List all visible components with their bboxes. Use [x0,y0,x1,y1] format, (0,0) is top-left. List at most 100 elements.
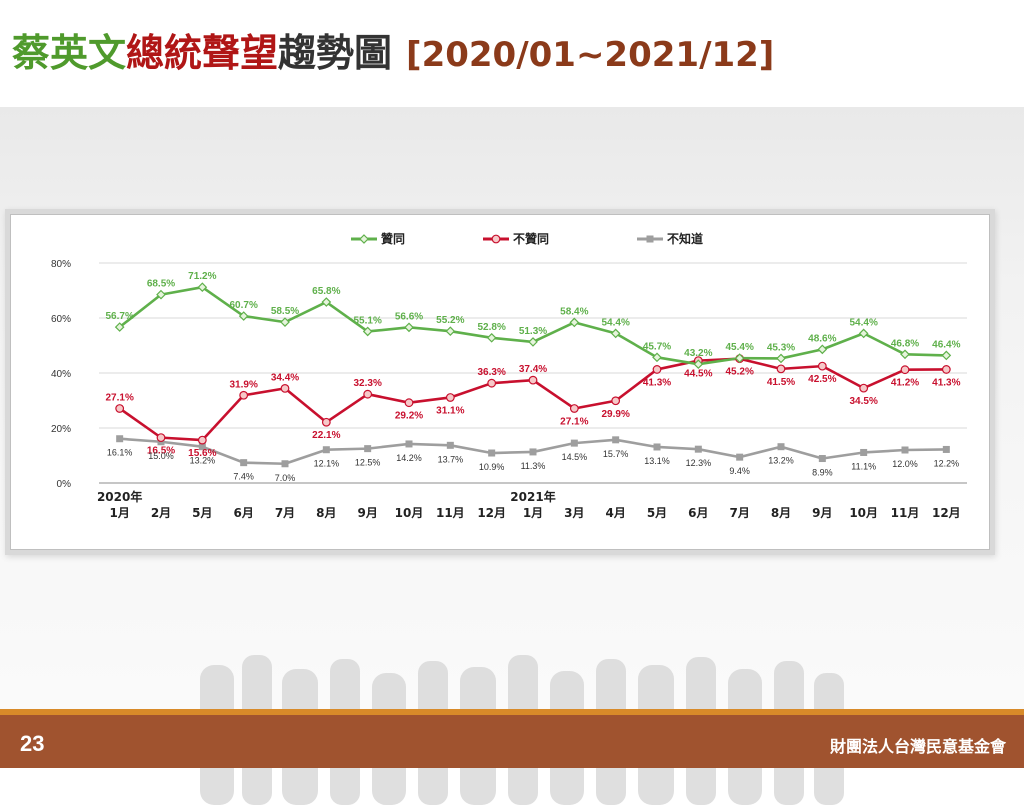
data-point [777,443,785,451]
data-label: 16.5% [147,446,175,457]
data-point [238,311,249,321]
data-label: 9.4% [729,466,750,476]
data-point [776,364,786,374]
data-label: 27.1% [105,392,133,403]
legend-label: 不贊同 [513,231,549,246]
data-point [528,337,538,347]
data-label: 31.9% [229,379,257,390]
data-label: 15.6% [188,448,216,459]
data-point [156,433,166,443]
data-label: 31.1% [436,405,464,416]
legend-label: 贊同 [381,231,405,246]
data-label: 41.3% [932,377,960,388]
data-point [486,332,497,343]
data-label: 14.2% [396,453,422,463]
x-tick-label: 2月 [151,506,171,520]
data-point [611,396,621,406]
data-point [569,317,580,328]
data-label: 12.5% [355,458,381,468]
data-label: 45.2% [725,367,753,378]
x-tick-label: 9月 [812,506,832,520]
x-tick-label: 5月 [647,506,667,520]
data-point [445,393,455,402]
data-point [197,282,208,293]
x-tick-label: 10月 [849,506,878,520]
x-tick-label: 2020年 1月 [97,489,142,520]
data-point [942,445,950,453]
data-label: 7.4% [233,472,254,482]
data-point [487,378,497,388]
page-number: 23 [20,731,45,756]
data-point [900,349,910,360]
data-point [405,440,413,448]
data-label: 55.1% [353,315,381,326]
data-point [115,404,125,413]
data-point [321,417,331,427]
data-point [653,443,661,451]
data-point [570,439,578,447]
data-point [818,455,826,463]
data-point [114,322,125,332]
data-label: 56.6% [395,311,423,322]
data-point [528,375,538,385]
data-point [280,383,290,393]
data-label: 13.7% [438,454,464,464]
data-label: 60.7% [229,300,257,311]
x-tick-label: 5月 [192,506,212,520]
data-point [900,365,910,375]
data-label: 44.5% [684,369,712,380]
slide-title: 蔡英文總統聲望趨勢圖 [2020/01~2021/12] [12,22,774,92]
legend-label: 不知道 [667,231,703,246]
data-label: 8.9% [812,468,833,478]
data-label: 29.2% [395,411,423,422]
data-point [362,326,373,337]
x-tick-label: 6月 [688,506,708,520]
data-label: 12.3% [686,458,712,468]
data-point [156,289,166,300]
data-point [652,352,662,363]
data-label: 36.3% [477,367,505,378]
footer-bar: 23 財團法人台灣民意基金會 [0,709,1024,768]
data-point [901,446,909,454]
data-label: 58.4% [560,306,588,317]
data-point [197,435,207,445]
x-tick-label: 12月 [932,506,961,520]
x-tick-label: 3月 [564,506,584,520]
data-label: 16.1% [107,448,133,458]
data-label: 34.4% [271,372,299,383]
data-label: 45.7% [643,341,671,352]
data-label: 65.8% [312,286,340,297]
data-label: 11.3% [521,461,546,471]
legend-marker [359,234,369,244]
data-label: 15.7% [603,449,629,459]
data-label: 41.2% [891,378,919,389]
title-trend-chart: 趨勢圖 [278,31,393,75]
data-label: 7.0% [275,473,296,483]
data-label: 56.7% [105,311,133,322]
data-label: 68.5% [147,279,175,290]
x-tick-label: 11月 [891,506,920,520]
data-point [363,389,373,399]
x-tick-label: 12月 [477,506,506,520]
data-point [198,443,206,451]
title-president-name: 蔡英文 [12,31,127,75]
data-label: 43.2% [684,348,712,359]
x-tick-label: 4月 [605,506,625,520]
data-point [776,353,786,364]
data-label: 46.8% [891,338,919,349]
data-point [446,441,454,449]
data-label: 29.9% [601,409,629,420]
grid-lines [99,262,967,484]
data-label: 27.1% [560,416,588,427]
data-point [817,344,828,355]
data-label: 13.2% [190,456,216,466]
y-tick-label: 40% [51,369,71,380]
data-label: 37.4% [519,364,547,375]
title-approval-rating: 總統聲望 [126,31,279,75]
data-point [734,353,745,363]
x-tick-label: 10月 [395,506,424,520]
data-point [612,436,620,444]
data-point [569,404,579,413]
data-label: 54.4% [601,317,629,328]
legend-marker [646,235,654,243]
